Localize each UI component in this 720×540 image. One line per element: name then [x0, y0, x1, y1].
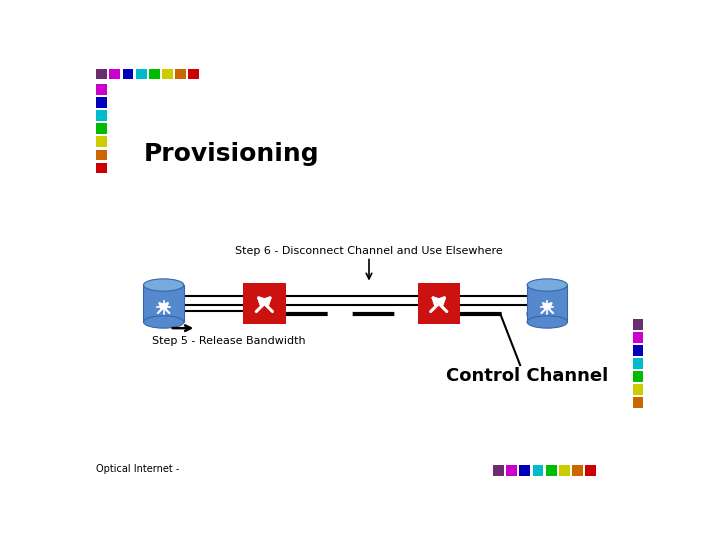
Bar — [243, 284, 286, 323]
Bar — [546, 465, 557, 476]
Bar — [96, 84, 107, 95]
Bar — [572, 465, 583, 476]
Bar — [559, 465, 570, 476]
Bar — [149, 69, 160, 79]
Bar — [175, 69, 186, 79]
Bar — [162, 69, 173, 79]
Text: Step 5 - Release Bandwidth: Step 5 - Release Bandwidth — [152, 336, 305, 346]
Text: Step 6 - Disconnect Channel and Use Elsewhere: Step 6 - Disconnect Channel and Use Else… — [235, 246, 503, 256]
Bar — [136, 69, 147, 79]
Text: Provisioning: Provisioning — [144, 142, 320, 166]
Text: Control Channel: Control Channel — [446, 367, 608, 386]
Bar — [632, 332, 644, 343]
Bar — [143, 285, 184, 322]
Bar — [96, 123, 107, 134]
Bar — [96, 97, 107, 108]
Bar — [96, 150, 107, 160]
Bar — [96, 110, 107, 121]
Text: Optical Internet -: Optical Internet - — [96, 464, 179, 475]
Bar — [632, 384, 644, 395]
Ellipse shape — [143, 279, 184, 291]
Bar — [189, 69, 199, 79]
Bar — [632, 358, 644, 369]
Bar — [96, 69, 107, 79]
Bar — [109, 69, 120, 79]
Bar — [632, 319, 644, 330]
Bar — [585, 465, 596, 476]
Bar — [418, 284, 461, 323]
Bar — [632, 372, 644, 382]
Bar — [527, 285, 567, 322]
Bar — [632, 397, 644, 408]
Bar — [506, 465, 517, 476]
Bar — [533, 465, 544, 476]
Ellipse shape — [527, 279, 567, 291]
Bar — [96, 163, 107, 173]
Bar — [122, 69, 133, 79]
Bar — [632, 345, 644, 356]
Bar — [96, 137, 107, 147]
Ellipse shape — [527, 316, 567, 328]
Ellipse shape — [143, 316, 184, 328]
Bar — [519, 465, 530, 476]
Bar — [493, 465, 504, 476]
